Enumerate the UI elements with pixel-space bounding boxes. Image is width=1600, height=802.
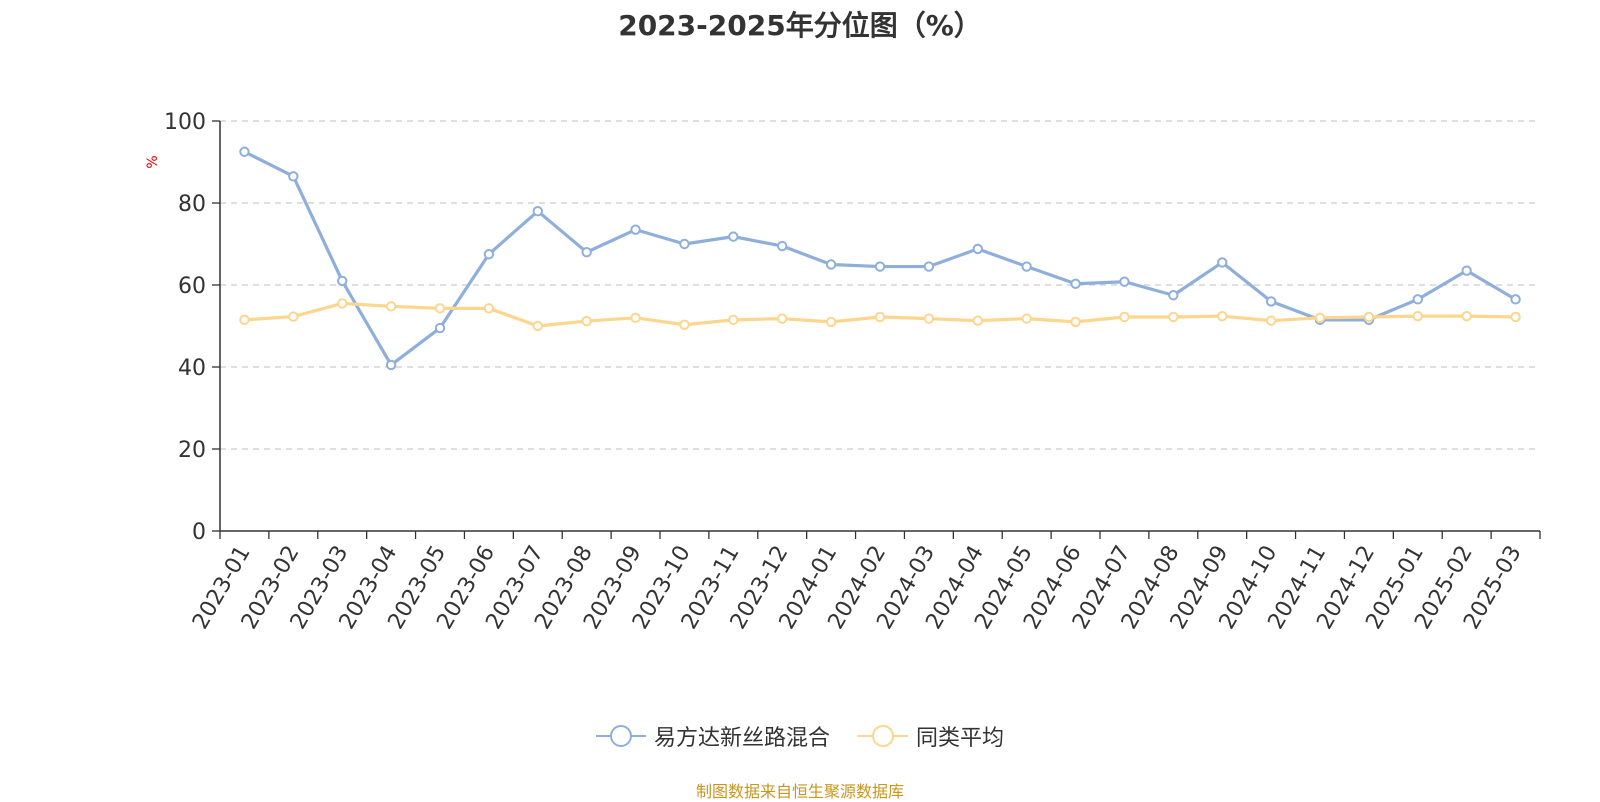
data-point [385,359,397,371]
data-point [1265,315,1277,326]
data-point [679,319,690,330]
legend: 易方达新丝路混合 同类平均 [0,720,1600,752]
series-lines [239,146,1521,371]
y-axis-label: % [145,155,161,168]
legend-item-series-1[interactable]: 易方达新丝路混合 [595,720,830,752]
data-point [337,275,348,287]
data-point [337,298,348,309]
data-point [825,259,837,270]
data-point [1119,276,1130,287]
data-point [825,316,837,328]
data-point [923,261,935,272]
data-point [1314,312,1326,323]
data-point [483,303,495,314]
data-point [777,240,788,252]
y-tick-label: 40 [178,356,206,381]
legend-line-circle-icon [858,725,908,747]
data-point [581,247,592,258]
legend-line-circle-icon [595,725,646,747]
data-point [532,206,543,217]
data-point [532,320,543,332]
y-tick-label: 20 [178,438,206,463]
data-point [1412,294,1423,305]
y-tick-label: 80 [178,192,206,217]
data-point [874,311,886,323]
data-point [288,171,299,182]
data-point [874,261,886,272]
data-point [385,301,397,312]
chart-title: 2023-2025年分位图（%） [618,9,982,42]
data-point [1510,294,1521,305]
data-point [1168,311,1179,323]
data-point [581,315,592,327]
data-point [1461,265,1472,276]
data-point [1021,313,1032,324]
data-point [1217,257,1228,268]
data-point [1070,278,1081,289]
legend-label-series-2: 同类平均 [916,726,1005,751]
data-point [1070,316,1081,328]
data-point [483,249,495,260]
data-point [288,311,299,322]
data-point [239,314,250,326]
data-point [1021,261,1032,272]
data-point [728,314,739,326]
data-point [239,146,250,157]
legend-item-series-2[interactable]: 同类平均 [858,720,1004,752]
data-point [434,303,446,314]
data-point [1363,311,1375,323]
data-point [1412,310,1423,322]
y-tick-label: 60 [178,274,206,299]
data-point [972,315,983,326]
data-point [923,313,935,324]
series-1 [239,146,1521,371]
data-point [777,313,788,324]
data-point [630,224,641,235]
data-point [679,238,690,250]
data-point [1510,311,1521,323]
axes: 0204060801002023-012023-022023-032023-04… [164,110,1541,634]
y-tick-label: 100 [164,110,206,135]
legend-label-series-1: 易方达新丝路混合 [653,726,830,751]
data-point [1265,296,1277,307]
series-2 [239,298,1521,332]
source-note: 制图数据来自恒生聚源数据库 [695,782,904,801]
data-point [1461,310,1472,322]
data-point [434,322,446,334]
series-line [243,150,1517,367]
data-point [1119,311,1130,323]
data-point [728,231,739,242]
data-point [972,243,983,255]
data-point [1168,290,1179,301]
gridlines [220,120,1540,450]
data-point [1217,310,1228,322]
data-point [630,312,641,323]
y-tick-label: 0 [192,520,206,545]
